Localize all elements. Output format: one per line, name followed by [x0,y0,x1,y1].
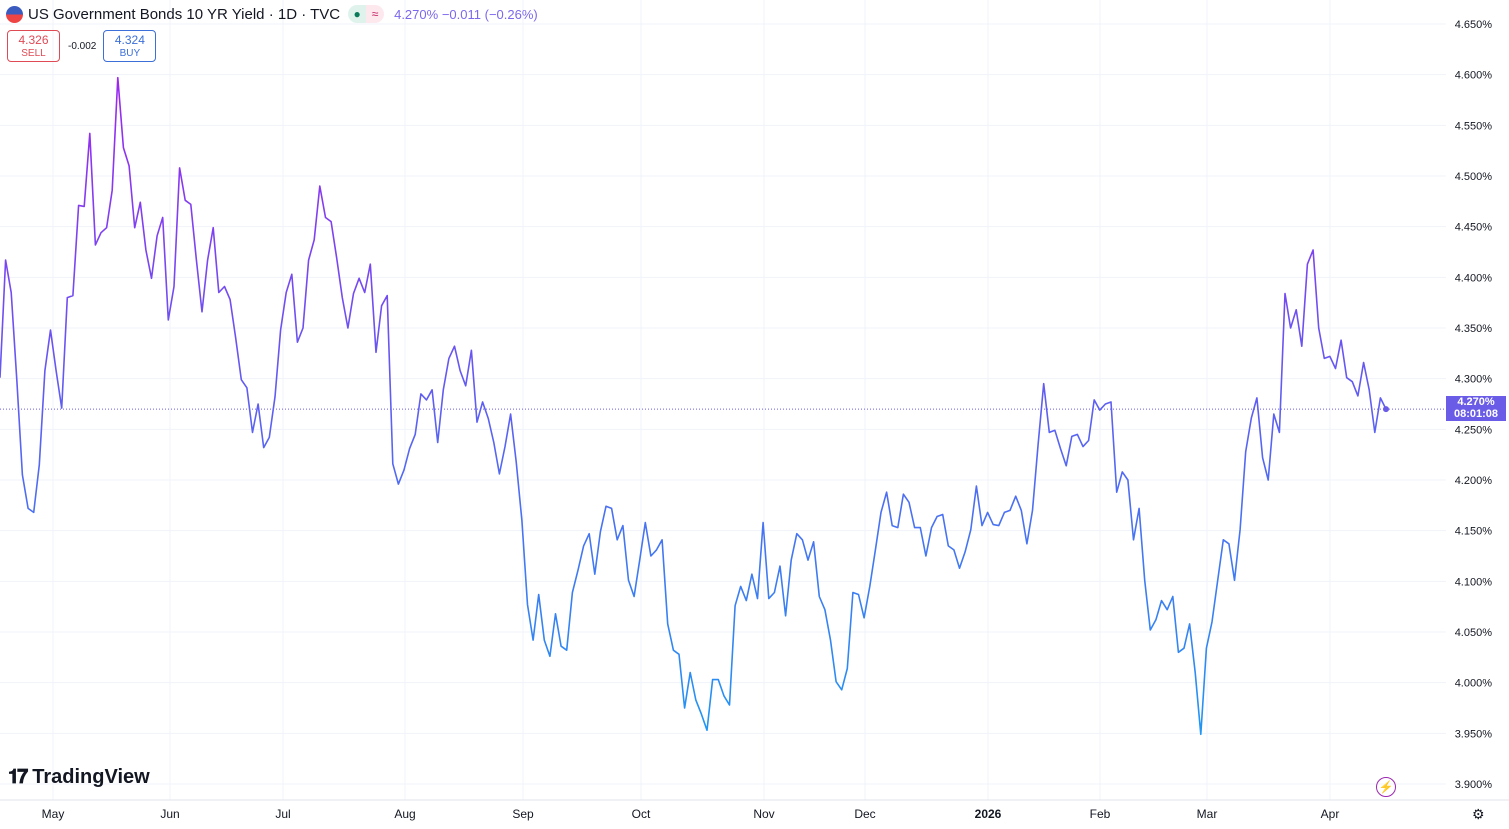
x-tick-label: Jul [275,807,290,821]
y-tick-label: 4.350% [1455,323,1493,335]
x-tick-label: Aug [394,807,415,821]
y-tick-label: 4.250% [1455,424,1493,436]
x-tick-label: Sep [512,807,534,821]
status-pill[interactable]: ● ≈ [348,5,385,23]
x-tick-label: Mar [1197,807,1218,821]
y-tick-label: 4.400% [1455,272,1493,284]
last-price-dot [1383,406,1389,413]
buy-label: BUY [119,48,141,59]
last-value: 4.270% [394,6,439,22]
y-tick-label: 4.200% [1455,475,1493,487]
y-tick-label: 4.050% [1455,627,1493,639]
y-tick-label: 4.550% [1455,120,1493,132]
y-tick-label: 4.600% [1455,70,1493,82]
market-open-dot-icon: ● [348,5,367,23]
grid [0,0,1446,800]
y-tick-label: 3.900% [1455,779,1493,791]
quote: 4.270% −0.011 (−0.26%) [394,7,538,22]
y-tick-label: 4.450% [1455,222,1493,234]
sell-button[interactable]: 4.326 SELL [7,30,60,62]
y-tick-label: 4.000% [1455,678,1493,690]
y-tick-label: 4.100% [1455,576,1493,588]
sell-label: SELL [21,48,46,59]
change-percent: (−0.26%) [484,6,538,22]
lightning-icon[interactable]: ⚡ [1376,777,1396,797]
spread-value: -0.002 [68,40,97,52]
us-flag-icon [6,5,23,23]
logo-text: TradingView [32,766,150,788]
x-tick-label: Oct [632,807,651,821]
y-tick-label: 4.150% [1455,526,1493,538]
yield-series-line [0,76,1387,736]
x-axis[interactable]: May Jun Jul Aug Sep Oct Nov Dec 2026 Feb Mar Apr [0,799,1509,821]
last-price-value: 4.270% [1457,396,1495,408]
trade-panel: 4.326 SELL -0.002 4.324 BUY [7,30,157,62]
x-tick-label: Nov [753,807,774,821]
buy-price: 4.324 [114,33,145,47]
x-tick-label: 2026 [975,807,1002,821]
y-tick-label: 4.650% [1455,19,1493,31]
y-tick-label: 3.950% [1455,728,1493,740]
tradingview-logo[interactable]: 𝟏𝟕 TradingView [8,766,150,789]
symbol-title[interactable]: US Government Bonds 10 YR Yield · 1D · T… [28,5,341,23]
tv-logo-icon: 𝟏𝟕 [8,766,28,788]
delayed-data-icon: ≈ [366,5,385,23]
y-tick-label: 4.500% [1455,171,1493,183]
bar-countdown: 08:01:08 [1453,408,1499,420]
x-tick-label: Dec [854,807,875,821]
x-tick-label: Apr [1321,807,1340,821]
change-value: −0.011 [441,6,481,22]
settings-gear-icon[interactable]: ⚙ [1472,806,1485,822]
sell-price: 4.326 [18,33,49,47]
last-price-label: 4.270% 08:01:08 [1446,396,1506,421]
x-tick-label: May [42,807,65,821]
x-tick-label: Jun [160,807,179,821]
chart-header: US Government Bonds 10 YR Yield · 1D · T… [6,5,538,23]
x-tick-label: Feb [1090,807,1111,821]
y-tick-label: 4.300% [1455,374,1493,386]
y-axis[interactable]: 4.650% 4.600% 4.550% 4.500% 4.450% 4.400% 4.35… [1455,19,1493,791]
buy-button[interactable]: 4.324 BUY [103,30,157,62]
